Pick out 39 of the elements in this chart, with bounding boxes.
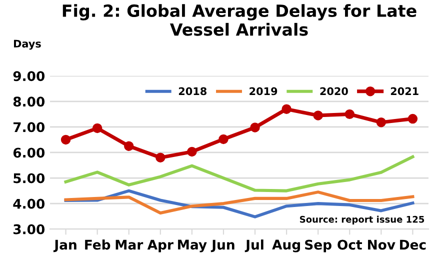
point: [124, 141, 134, 151]
point: [282, 104, 292, 114]
legend-label: 2018: [178, 87, 206, 96]
x-tick-label: Feb: [85, 239, 110, 250]
x-tick-label: Jun: [210, 240, 234, 252]
chart-title: Fig. 2: Global Average Delays for Late Vessel Arrivals: [62, 4, 416, 36]
x-tick-label: Nov: [368, 240, 396, 250]
point: [250, 122, 260, 132]
x-tick-label: Oct: [338, 240, 362, 250]
point: [313, 110, 323, 120]
y-tick-label: 9.00: [13, 71, 45, 82]
annotation: Source: report issue 125: [300, 216, 424, 224]
point: [92, 123, 102, 134]
x-tick-label: May: [178, 240, 207, 252]
line-series: [64, 155, 414, 192]
x-tick-label: Sep: [305, 240, 332, 252]
x-tick-label: Aug: [272, 240, 300, 252]
point: [187, 146, 197, 157]
point: [376, 118, 386, 128]
point: [218, 134, 228, 144]
point: [344, 109, 354, 120]
point: [60, 134, 71, 145]
y-tick-label: 8.00: [13, 96, 45, 107]
x-tick-label: Apr: [147, 240, 174, 252]
y-tick-label: 6.00: [13, 148, 45, 158]
point: [156, 152, 166, 162]
y-tick-label: 4.00: [13, 198, 45, 209]
y-tick-label: 5.00: [14, 173, 45, 184]
legend-label: 2019: [250, 87, 278, 96]
y-axis-title: Days: [14, 40, 41, 50]
legend-label: 2020: [320, 87, 348, 96]
x-tick-label: Mar: [116, 240, 144, 250]
x-tick-label: Jan: [53, 240, 76, 252]
y-tick-label: 3.00: [13, 224, 45, 234]
x-tick-label: Jul: [244, 239, 264, 252]
legend-label: 2021: [390, 87, 418, 96]
point: [408, 114, 418, 124]
x-tick-label: Dec: [400, 240, 426, 250]
y-tick-label: 7.00: [13, 122, 45, 132]
